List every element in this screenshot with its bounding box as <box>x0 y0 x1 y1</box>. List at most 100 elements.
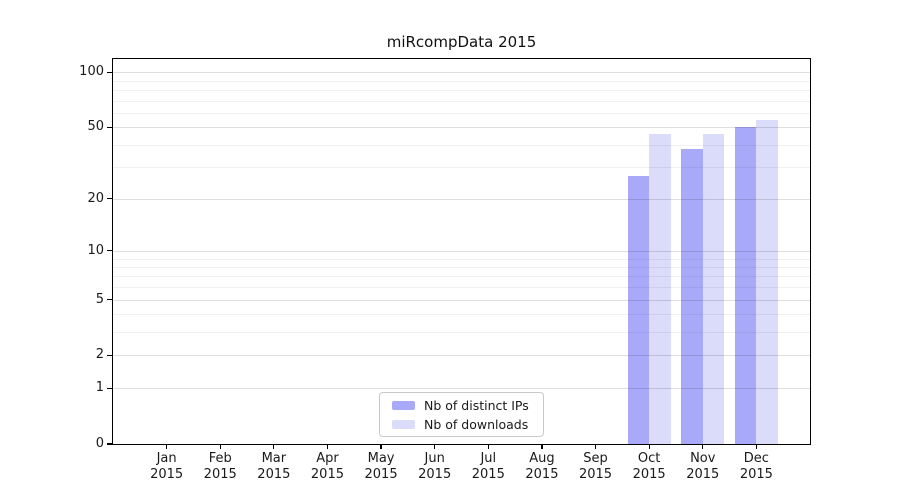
x-tick-sep <box>594 444 597 449</box>
bar-dec-downloads <box>756 119 778 444</box>
x-label-month-mar: Mar <box>261 451 287 466</box>
x-tick-label-oct: Oct 2015 <box>619 451 679 482</box>
gridline-7 <box>113 276 810 278</box>
gridline-major-5 <box>113 299 810 301</box>
legend-swatch-downloads <box>392 419 415 429</box>
gridline-40 <box>113 144 810 146</box>
y-tick-100 <box>107 71 113 73</box>
y-tick-1 <box>107 387 113 389</box>
x-tick-dec <box>755 444 758 449</box>
gridline-60 <box>113 112 810 114</box>
x-label-month-jul: Jul <box>480 451 497 466</box>
x-tick-jul <box>487 444 489 449</box>
gridline-8 <box>113 266 810 268</box>
x-tick-nov <box>702 444 704 449</box>
bar-oct-distinct-ips <box>627 175 650 444</box>
x-tick-label-jan: Jan 2015 <box>137 451 197 482</box>
y-tick-0 <box>107 443 113 445</box>
chart-title: miRcompData 2015 <box>386 33 537 51</box>
x-label-month-dec: Dec <box>743 451 769 466</box>
x-label-month-may: May <box>367 451 395 466</box>
x-label-year-mar: 2015 <box>257 466 291 482</box>
x-tick-mar <box>273 444 275 449</box>
x-label-year-feb: 2015 <box>203 466 237 482</box>
gridline-major-1 <box>113 388 810 390</box>
bars-layer <box>113 59 810 444</box>
x-tick-label-dec: Dec 2015 <box>726 451 786 482</box>
y-tick-10 <box>107 250 113 252</box>
gridline-90 <box>113 80 810 82</box>
x-tick-label-feb: Feb 2015 <box>190 451 250 482</box>
x-label-year-nov: 2015 <box>686 466 720 482</box>
x-label-year-apr: 2015 <box>310 466 344 482</box>
gridline-4 <box>113 314 810 316</box>
x-label-year-jun: 2015 <box>418 466 452 482</box>
gridline-3 <box>113 332 810 334</box>
legend-item-distinct-ips: Nb of distinct IPs <box>392 398 543 413</box>
x-tick-may <box>380 444 382 449</box>
bar-oct-downloads <box>649 133 671 444</box>
x-label-year-may: 2015 <box>364 466 398 482</box>
bar-nov-downloads <box>702 133 725 444</box>
y-tick-label-10: 10 <box>87 242 104 258</box>
gridline-major-2 <box>113 355 810 357</box>
y-tick-label-5: 5 <box>95 291 104 307</box>
y-tick-label-50: 50 <box>87 119 104 135</box>
x-label-month-apr: Apr <box>316 451 339 466</box>
x-tick-label-may: May 2015 <box>351 451 411 482</box>
x-label-year-sep: 2015 <box>578 466 613 482</box>
x-tick-label-sep: Sep 2015 <box>566 451 626 482</box>
x-tick-label-jul: Jul 2015 <box>458 451 518 482</box>
gridline-major-50 <box>113 127 810 129</box>
legend-label-distinct-ips: Nb of distinct IPs <box>424 397 529 413</box>
bar-dec-distinct-ips <box>734 127 757 444</box>
legend-swatch-distinct-ips <box>392 400 415 410</box>
y-tick-label-20: 20 <box>87 190 104 206</box>
y-tick-20 <box>107 198 113 200</box>
x-tick-apr <box>326 444 329 449</box>
x-tick-label-apr: Apr 2015 <box>297 451 357 482</box>
y-tick-label-0: 0 <box>95 436 104 451</box>
bar-nov-distinct-ips <box>681 148 703 444</box>
y-tick-2 <box>107 354 113 357</box>
x-label-year-jul: 2015 <box>471 466 505 482</box>
x-label-month-jan: Jan <box>156 451 177 466</box>
y-tick-label-100: 100 <box>79 64 104 80</box>
y-tick-label-1: 1 <box>95 380 104 396</box>
x-label-month-feb: Feb <box>208 451 232 466</box>
y-tick-label-2: 2 <box>95 347 104 363</box>
gridline-70 <box>113 100 810 102</box>
x-tick-jun <box>434 444 436 449</box>
grid-layer <box>113 59 810 444</box>
gridline-9 <box>113 258 810 260</box>
legend-label-downloads: Nb of downloads <box>424 416 529 432</box>
x-label-year-oct: 2015 <box>632 466 666 482</box>
gridline-80 <box>113 89 810 91</box>
x-label-month-nov: Nov <box>690 451 716 466</box>
y-tick-5 <box>107 299 113 301</box>
y-tick-50 <box>107 126 113 128</box>
x-label-year-jan: 2015 <box>150 466 184 482</box>
chart-legend: Nb of distinct IPs Nb of downloads <box>379 392 544 437</box>
x-tick-aug <box>541 444 543 449</box>
plot-area <box>113 59 810 444</box>
gridline-30 <box>113 167 810 169</box>
x-tick-oct <box>648 444 650 449</box>
gridline-major-100 <box>113 72 810 74</box>
legend-item-downloads: Nb of downloads <box>392 417 543 432</box>
x-label-month-oct: Oct <box>637 451 661 466</box>
x-label-year-dec: 2015 <box>739 466 773 482</box>
x-label-month-aug: Aug <box>529 451 555 466</box>
x-tick-feb <box>219 444 221 449</box>
x-label-month-sep: Sep <box>583 451 608 466</box>
x-label-year-aug: 2015 <box>525 466 559 482</box>
x-tick-jan <box>165 444 168 449</box>
x-label-month-jun: Jun <box>424 451 445 466</box>
x-tick-label-aug: Aug 2015 <box>512 451 572 482</box>
gridline-major-10 <box>113 250 810 252</box>
gridline-major-20 <box>113 198 810 200</box>
x-tick-label-mar: Mar 2015 <box>244 451 304 482</box>
x-tick-label-jun: Jun 2015 <box>405 451 465 482</box>
gridline-6 <box>113 287 810 289</box>
